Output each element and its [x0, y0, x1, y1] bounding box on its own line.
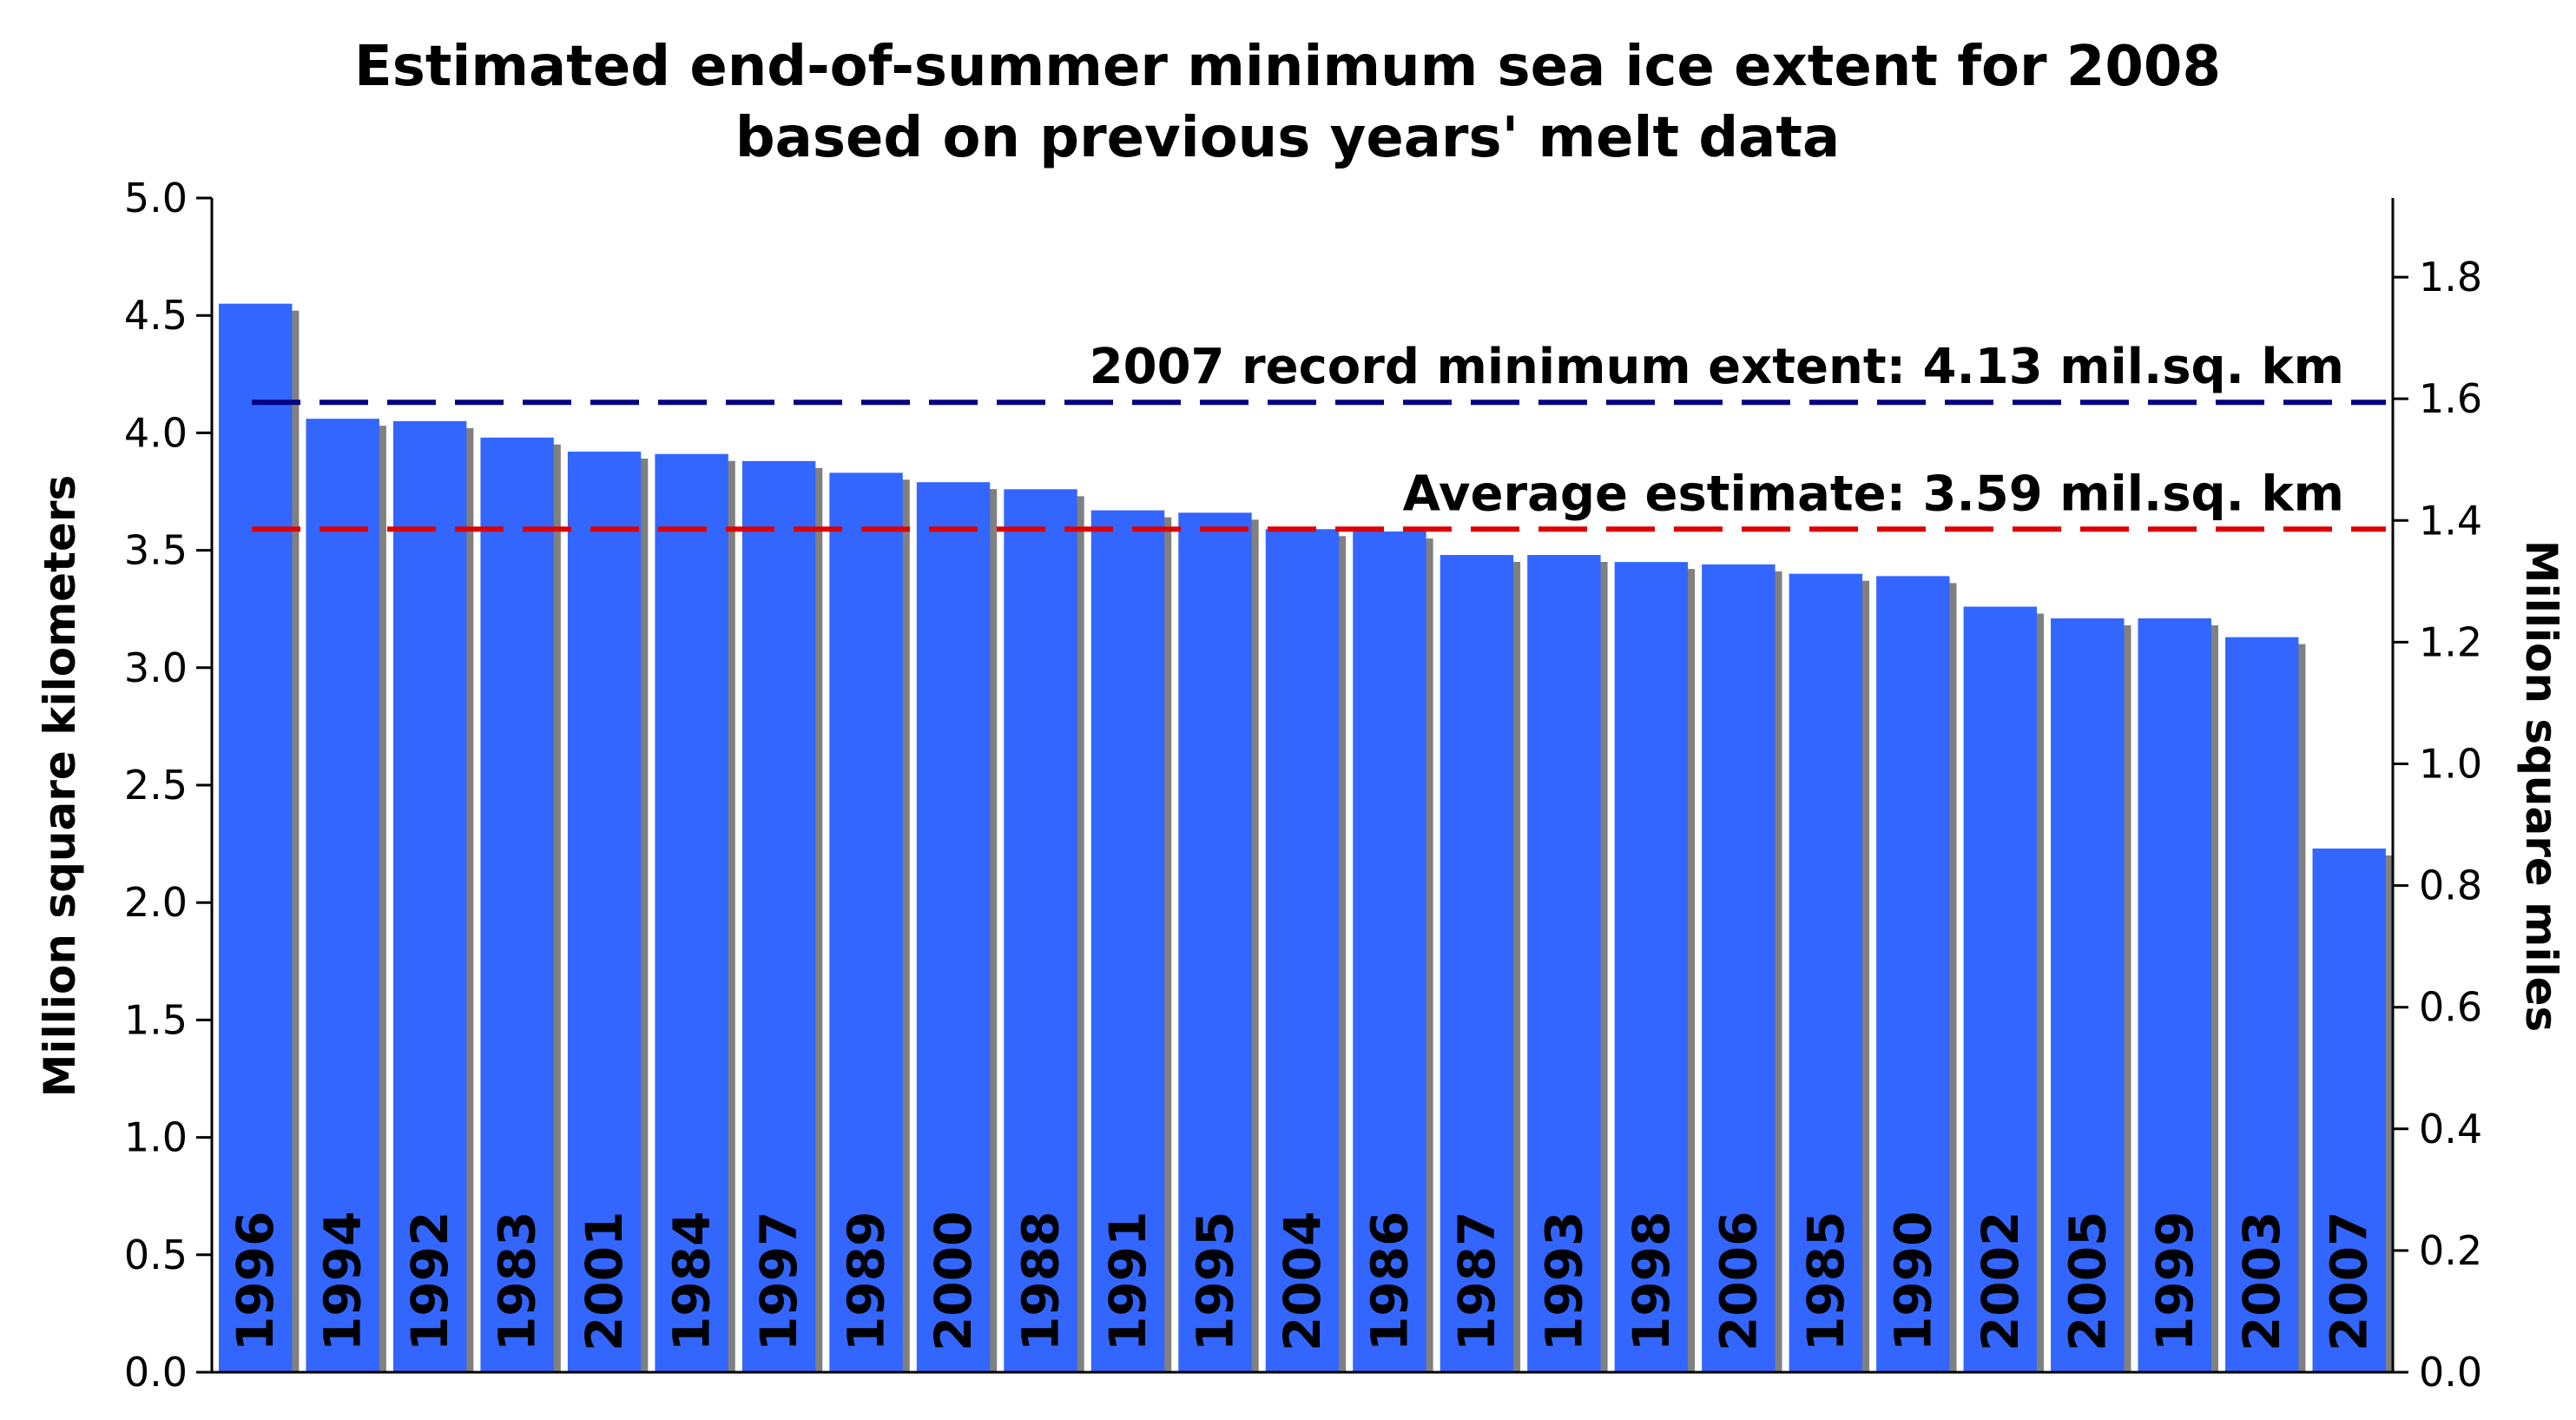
category-label: 1997: [749, 1212, 808, 1351]
category-label: 1990: [1883, 1212, 1942, 1351]
right-y-ticks: 0.0 0.2 0.4 0.6 0.8 1.0 1.2 1.4 1.6 1.8: [2393, 254, 2482, 1396]
y-axis-label-right: Million square miles: [2516, 540, 2566, 1033]
category-label: 1994: [313, 1212, 372, 1351]
category-label: 1986: [1360, 1212, 1419, 1351]
right-tick-label: 0.8: [2419, 862, 2482, 909]
bar-1998: [1614, 562, 1689, 1372]
bar-1999: [2138, 618, 2211, 1372]
category-label: 1999: [2145, 1212, 2204, 1351]
category-label: 1992: [400, 1212, 459, 1351]
right-tick-label: 1.4: [2419, 497, 2482, 544]
bar-1987: [1440, 555, 1514, 1372]
category-label: 2003: [2232, 1212, 2291, 1351]
right-tick-label: 0.2: [2419, 1227, 2482, 1274]
category-labels: 1996 1994 1992 1983 2001 1984 1997 1989 2000 1988…: [226, 1212, 2379, 1351]
left-tick-label: 4.0: [124, 409, 188, 456]
category-label: 2001: [575, 1212, 634, 1351]
left-tick-label: 1.0: [124, 1114, 188, 1161]
category-label: 1987: [1447, 1212, 1506, 1351]
category-label: 1988: [1011, 1212, 1071, 1351]
bar-1996: [219, 303, 293, 1373]
reference-line-label: 2007 record minimum extent: 4.13 mil.sq.…: [1090, 339, 2344, 395]
category-label: 1989: [837, 1212, 896, 1351]
category-label: 1991: [1098, 1212, 1157, 1351]
bar-1992: [392, 420, 467, 1372]
category-label: 2007: [2320, 1212, 2379, 1351]
left-tick-label: 0.5: [124, 1232, 188, 1278]
bar-1985: [1789, 573, 1863, 1372]
left-y-ticks: 0.0 0.5 1.0 1.5 2.0 2.5 3.0 3.5 4.0 4.5 5.0: [124, 175, 212, 1396]
left-tick-label: 3.0: [124, 644, 188, 691]
right-tick-label: 0.6: [2419, 984, 2482, 1031]
bar-1993: [1527, 555, 1601, 1372]
category-label: 2005: [2058, 1212, 2117, 1351]
right-tick-label: 0.0: [2419, 1349, 2482, 1396]
right-tick-label: 1.2: [2419, 618, 2482, 665]
category-label: 1996: [226, 1212, 285, 1351]
bar-1990: [1876, 576, 1950, 1372]
reference-line-label: Average estimate: 3.59 mil.sq. km: [1403, 466, 2344, 522]
category-label: 1993: [1534, 1212, 1593, 1351]
category-label: 1983: [488, 1212, 547, 1351]
left-tick-label: 2.0: [124, 879, 188, 926]
chart-title-line-1: Estimated end-of-summer minimum sea ice …: [354, 35, 2221, 99]
bar-1997: [741, 460, 816, 1372]
category-label: 2006: [1709, 1212, 1768, 1351]
left-tick-label: 5.0: [124, 175, 188, 221]
bar-1995: [1178, 512, 1252, 1372]
chart-title-line-2: based on previous years' melt data: [735, 106, 1840, 170]
bar-2006: [1702, 564, 1776, 1372]
bar-1986: [1353, 531, 1426, 1372]
bar-1994: [306, 419, 379, 1372]
bar-2007: [2312, 849, 2386, 1372]
category-label: 1995: [1185, 1212, 1244, 1351]
left-tick-label: 1.5: [124, 996, 188, 1043]
category-label: 1985: [1796, 1212, 1855, 1351]
bar-1989: [829, 472, 903, 1373]
y-axis-label-left: Million square kilometers: [35, 475, 85, 1098]
bar-2000: [916, 482, 991, 1372]
right-tick-label: 0.4: [2419, 1106, 2482, 1153]
left-tick-label: 0.0: [124, 1349, 188, 1396]
left-tick-label: 2.5: [124, 762, 188, 809]
bar-2003: [2225, 637, 2299, 1372]
bar-1988: [1004, 489, 1077, 1372]
right-tick-label: 1.8: [2419, 254, 2482, 301]
right-tick-label: 1.6: [2419, 375, 2482, 422]
category-label: 2004: [1273, 1212, 1332, 1351]
bar-2004: [1265, 529, 1340, 1372]
left-tick-label: 3.5: [124, 527, 188, 574]
category-label: 2000: [924, 1212, 983, 1351]
bar-1991: [1090, 510, 1165, 1372]
reference-lines: 2007 record minimum extent: 4.13 mil.sq.…: [252, 339, 2386, 532]
category-label: 2002: [1971, 1212, 2030, 1351]
bar-1983: [480, 437, 554, 1373]
right-tick-label: 1.0: [2419, 740, 2482, 787]
bars: [219, 303, 2386, 1373]
category-label: 1984: [662, 1212, 721, 1351]
bar-2002: [1963, 606, 2038, 1372]
bar-2005: [2051, 618, 2125, 1372]
bar-1984: [655, 453, 728, 1372]
left-tick-label: 4.5: [124, 292, 188, 339]
category-label: 1998: [1622, 1212, 1681, 1351]
bar-2001: [567, 452, 642, 1372]
